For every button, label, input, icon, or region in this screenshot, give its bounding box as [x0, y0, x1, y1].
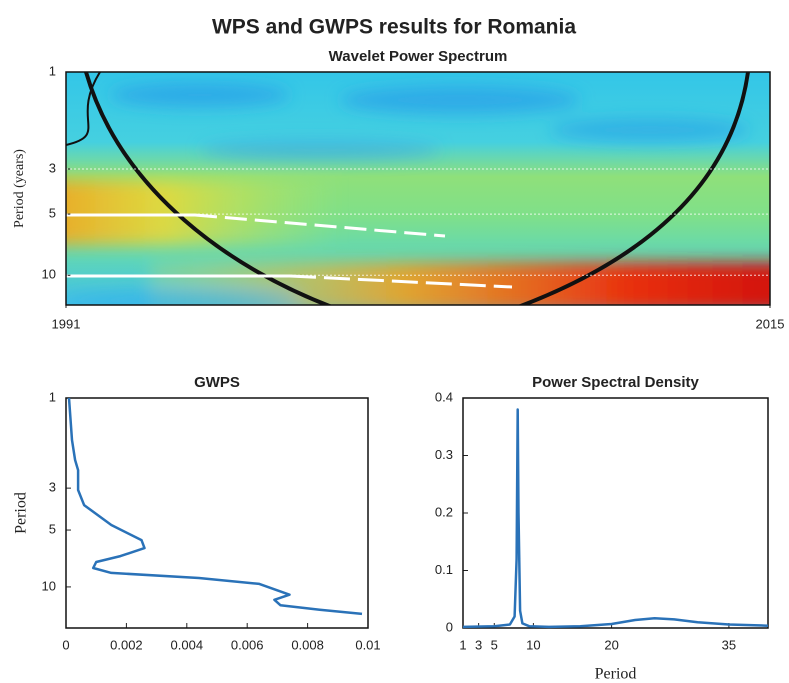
x-tick-label: 5 — [491, 637, 498, 652]
x-tick-label: 0.006 — [231, 637, 264, 652]
x-tick-label: 0.004 — [171, 637, 204, 652]
panel-title: Power Spectral Density — [532, 374, 699, 391]
data-line — [462, 408, 769, 629]
x-tick-label: 0.01 — [355, 637, 380, 652]
y-tick-label: 0.2 — [435, 504, 453, 519]
x-tick-label: 3 — [475, 637, 482, 652]
y-tick-label: 10 — [42, 578, 56, 593]
y-tick-label: 10 — [42, 267, 56, 282]
plot-frame — [65, 71, 771, 306]
y-tick-label: 0 — [446, 619, 453, 634]
y-tick-label: 1 — [49, 389, 56, 404]
x-tick-label: 1991 — [52, 316, 81, 331]
figure-title: WPS and GWPS results for Romania — [212, 16, 576, 39]
x-tick-label: 20 — [604, 637, 618, 652]
y-tick-label: 5 — [49, 521, 56, 536]
x-tick-label: 35 — [722, 637, 736, 652]
y-axis-label: Period (years) — [12, 149, 27, 228]
y-tick-label: 0.1 — [435, 562, 453, 577]
x-tick-label: 1 — [459, 637, 466, 652]
y-axis-label: Period — [13, 492, 30, 534]
x-axis-label: Period — [595, 666, 637, 683]
panel-title: Wavelet Power Spectrum — [329, 48, 508, 65]
x-tick-label: 10 — [526, 637, 540, 652]
y-tick-label: 1 — [49, 63, 56, 78]
data-line — [67, 397, 363, 616]
y-tick-label: 0.4 — [435, 389, 453, 404]
heatmap-image — [66, 72, 770, 305]
x-tick-label: 0.008 — [291, 637, 324, 652]
plot-frame — [462, 397, 769, 629]
y-tick-label: 5 — [49, 206, 56, 221]
y-tick-label: 3 — [49, 160, 56, 175]
panel-title: GWPS — [194, 374, 240, 391]
plot-frame — [65, 397, 369, 629]
x-tick-label: 0 — [62, 637, 69, 652]
y-tick-label: 0.3 — [435, 447, 453, 462]
x-tick-label: 0.002 — [110, 637, 143, 652]
y-tick-label: 3 — [49, 480, 56, 495]
x-tick-label: 2015 — [756, 316, 785, 331]
